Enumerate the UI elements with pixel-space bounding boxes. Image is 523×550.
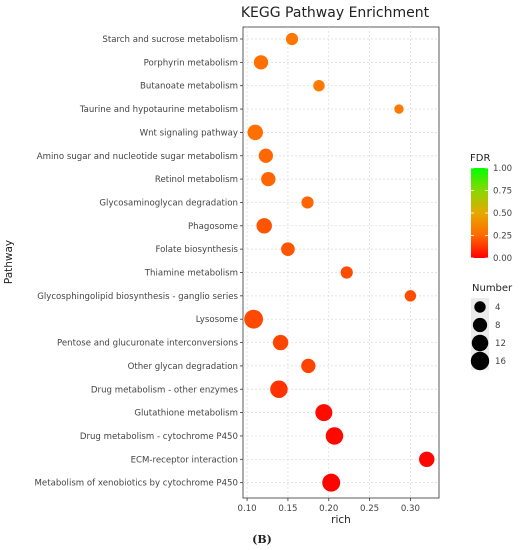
- pathway-label: Pentose and glucuronate interconversions: [57, 339, 239, 349]
- number-legend-keys: 4 8 12 16: [470, 298, 506, 371]
- pathway-label: Other glycan degradation: [128, 362, 238, 372]
- number-legend: Number 4 8 12 16: [470, 283, 513, 371]
- data-point: [258, 148, 274, 163]
- number-legend-title: Number: [472, 283, 513, 294]
- pathway-label: Butanoate metabolism: [140, 82, 238, 92]
- pathway-label: Wnt signaling pathway: [140, 128, 238, 138]
- pathway-label: Starch and sucrose metabolism: [102, 35, 238, 45]
- data-point: [404, 290, 417, 302]
- data-point: [256, 218, 272, 234]
- data-point: [253, 55, 269, 70]
- y-axis-title: Pathway: [3, 240, 15, 284]
- pathway-label: Glycosaminoglycan degradation: [99, 198, 238, 208]
- data-point: [272, 334, 289, 351]
- number-key-label: 4: [495, 303, 500, 313]
- x-tick-label: 0.25: [360, 504, 379, 514]
- number-key-dot: [472, 317, 488, 333]
- pathway-label: Phagosome: [188, 222, 238, 232]
- data-point: [340, 266, 353, 279]
- data-point: [247, 124, 263, 141]
- x-axis-title: rich: [331, 514, 351, 526]
- data-point: [281, 242, 295, 256]
- data-point: [285, 32, 299, 46]
- data-point: [419, 451, 435, 468]
- number-key-label: 8: [495, 321, 500, 331]
- data-point: [244, 309, 264, 329]
- pathway-labels: Starch and sucrose metabolism Porphyrin m…: [35, 35, 243, 489]
- data-point: [315, 404, 333, 422]
- fdr-legend-ticks: 1.00 0.75 0.50 0.25 0.00: [471, 164, 512, 264]
- data-point: [394, 104, 404, 114]
- data-point: [322, 473, 341, 492]
- number-key-dot: [470, 351, 490, 371]
- pathway-label: Glutathione metabolism: [134, 409, 238, 419]
- fdr-tick-label: 0.75: [493, 187, 512, 197]
- number-key-dot: [471, 334, 489, 352]
- number-key-dot: [474, 301, 486, 313]
- fdr-tick-label: 1.00: [493, 164, 512, 174]
- figure-label: (B): [252, 533, 272, 546]
- number-key-label: 12: [495, 339, 506, 349]
- number-key-label: 16: [495, 357, 506, 367]
- fdr-tick-label: 0.00: [493, 254, 512, 264]
- x-tick-label: 0.30: [401, 504, 420, 514]
- chart-title: KEGG Pathway Enrichment: [241, 5, 430, 21]
- data-point: [301, 358, 316, 374]
- data-point: [261, 171, 276, 187]
- pathway-label: Drug metabolism - cytochrome P450: [80, 432, 238, 442]
- data-point: [313, 80, 325, 92]
- fdr-tick-label: 0.50: [493, 209, 512, 219]
- x-tick-label: 0.20: [319, 504, 338, 514]
- fdr-colorbar: [471, 168, 488, 258]
- pathway-label: Retinol metabolism: [155, 175, 238, 185]
- fdr-legend-title: FDR: [470, 153, 490, 164]
- pathway-label: Drug metabolism - other enzymes: [91, 385, 239, 395]
- x-tick-label: 0.10: [238, 504, 257, 514]
- data-point: [301, 196, 314, 209]
- pathway-label: Porphyrin metabolism: [144, 58, 238, 68]
- data-point: [325, 427, 344, 445]
- pathway-label: Lysosome: [196, 315, 238, 325]
- pathway-label: Amino sugar and nucleotide sugar metabol…: [37, 152, 238, 162]
- fdr-legend: FDR 1.00 0.75 0.50 0.25 0.00: [470, 153, 512, 264]
- pathway-label: Taurine and hypotaurine metabolism: [79, 105, 238, 115]
- plot-panel: [242, 26, 440, 499]
- pathway-label: Thiamine metabolism: [144, 269, 238, 279]
- pathway-label: Metabolism of xenobiotics by cytochrome …: [35, 479, 239, 489]
- fdr-tick-label: 0.25: [493, 232, 512, 242]
- x-tick-label: 0.15: [278, 504, 297, 514]
- pathway-label: Folate biosynthesis: [156, 245, 239, 255]
- pathway-label: Glycosphingolipid biosynthesis - ganglio…: [37, 292, 238, 302]
- data-points: [244, 32, 435, 492]
- data-point: [270, 380, 288, 398]
- pathway-label: ECM-receptor interaction: [131, 455, 238, 465]
- x-axis-ticks: 0.10 0.15 0.20 0.25 0.30: [238, 498, 420, 514]
